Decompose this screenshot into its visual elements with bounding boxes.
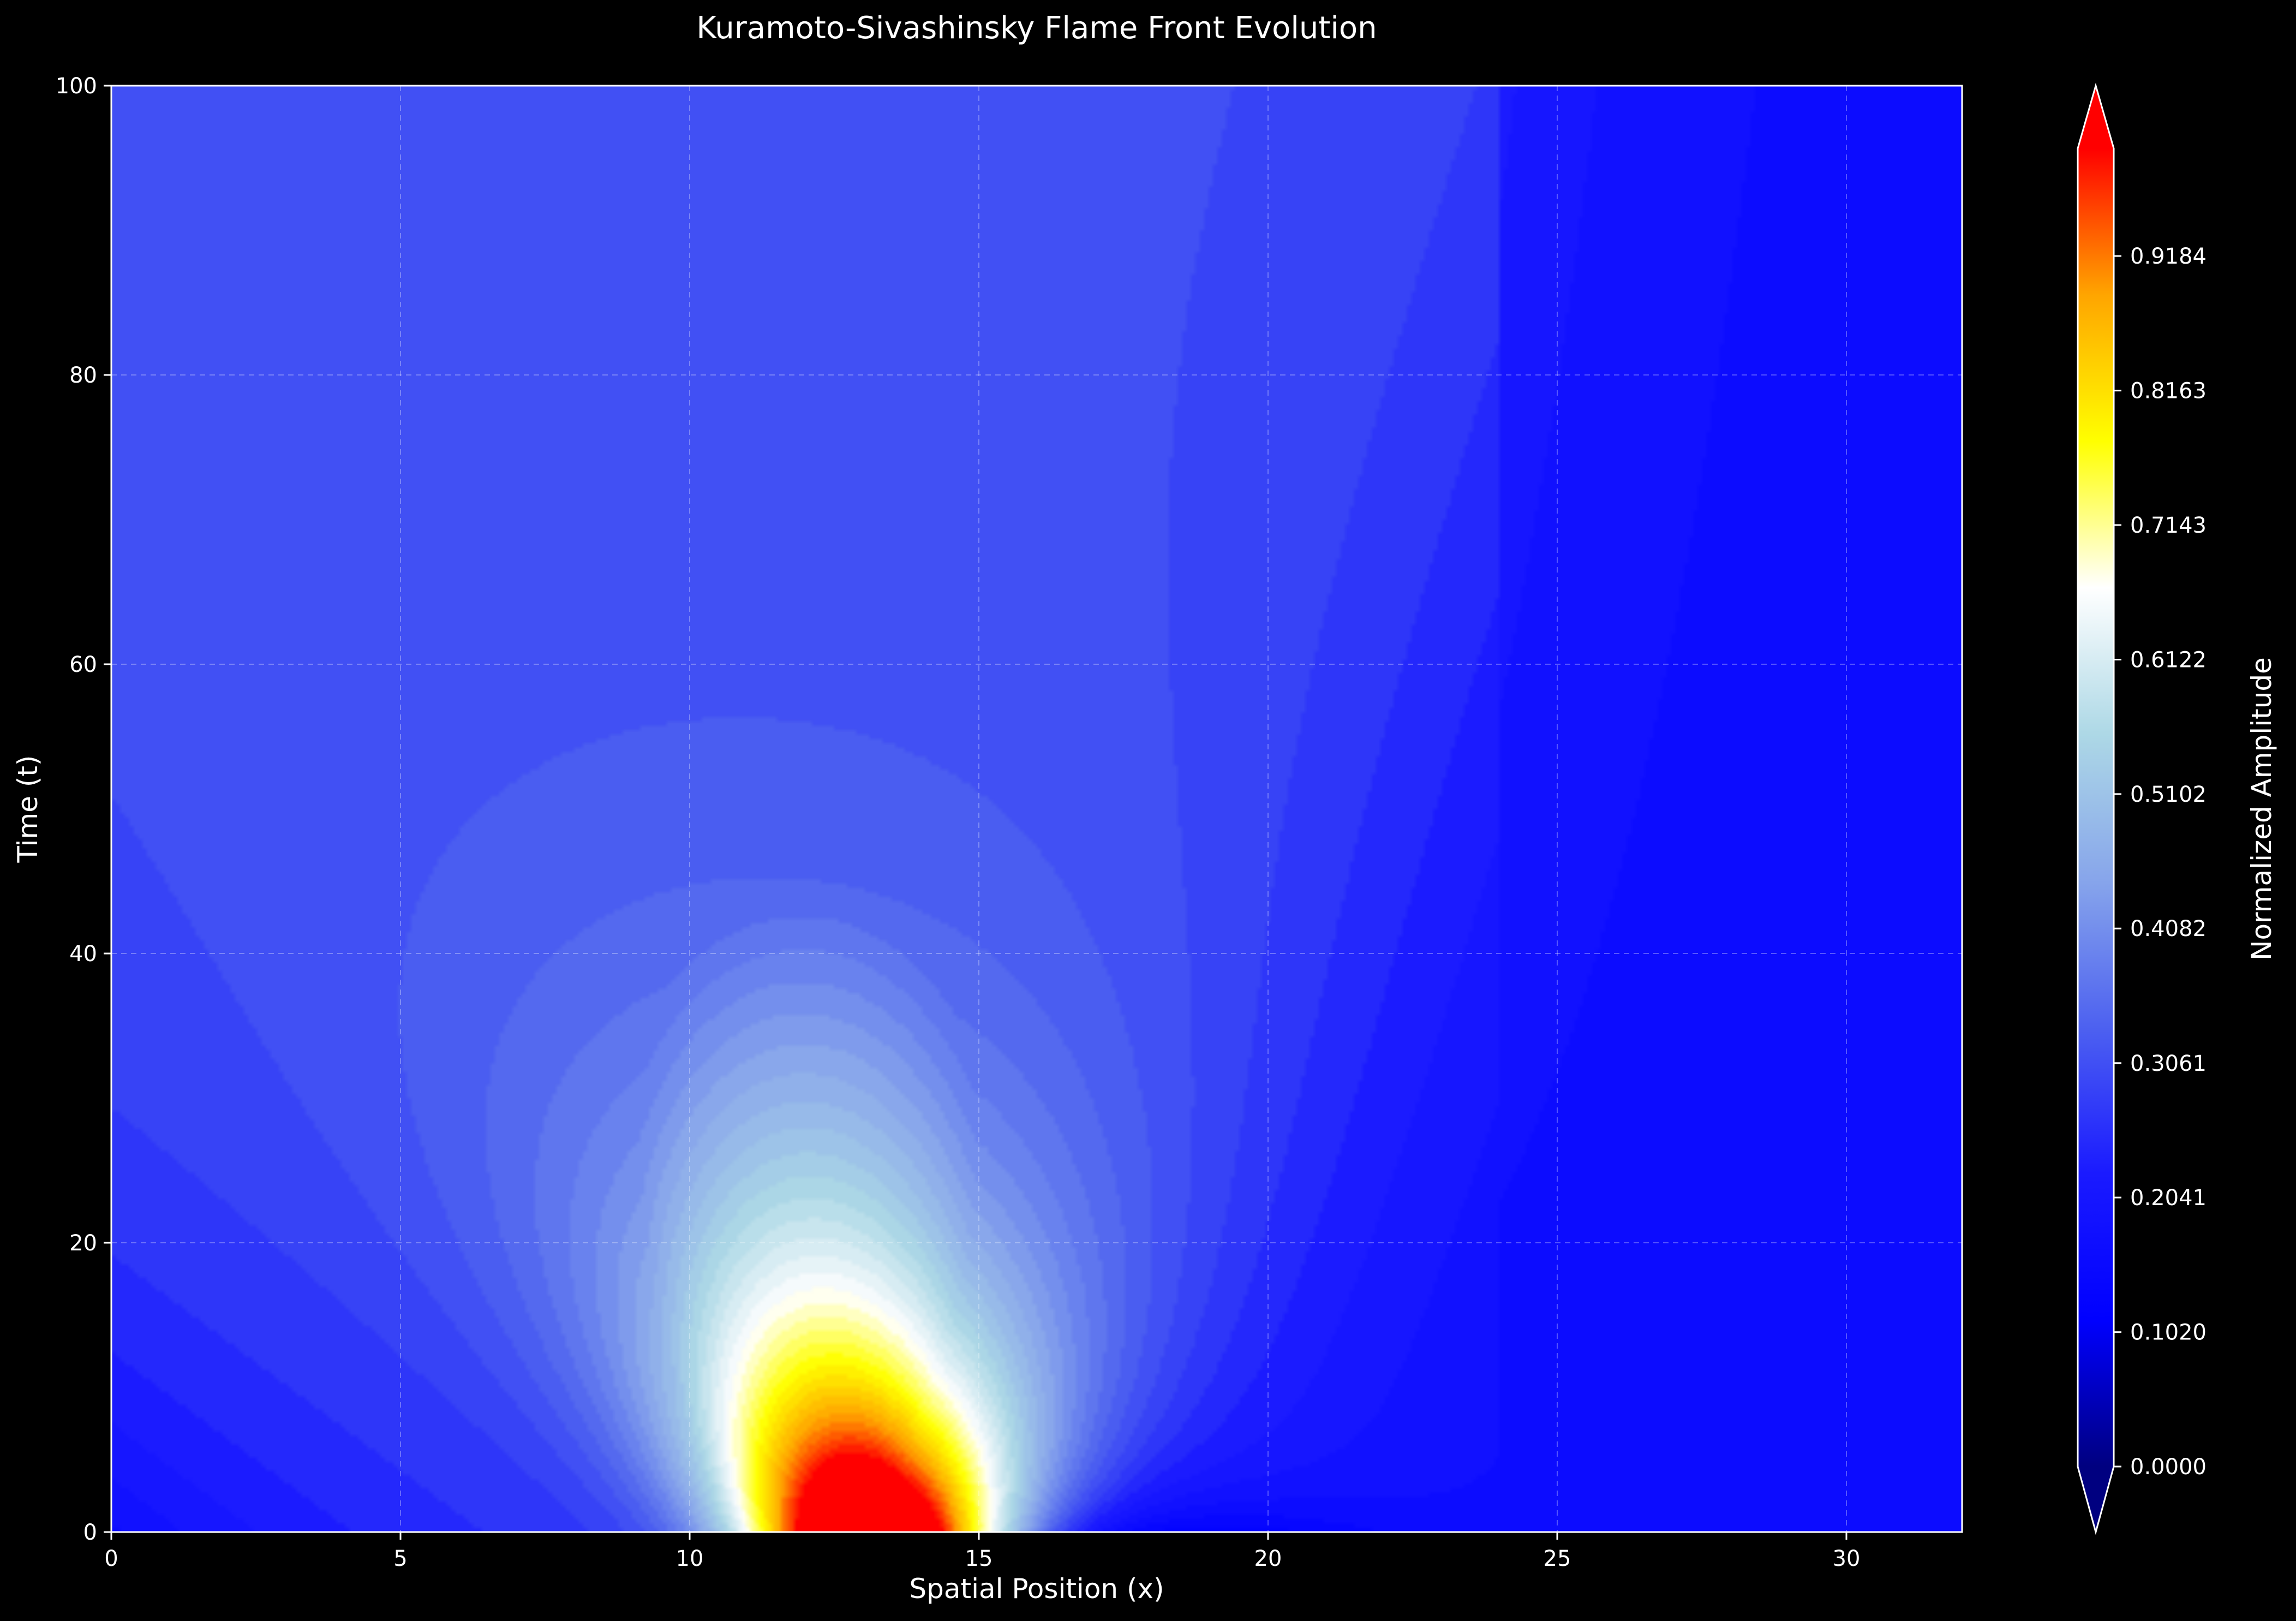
contour-field xyxy=(111,86,1962,1532)
colorbar-tick-label: 0.1020 xyxy=(2130,1320,2207,1345)
colorbar-extend-bottom xyxy=(2078,1467,2114,1532)
x-tick-label: 15 xyxy=(965,1546,993,1571)
y-axis: 0 20 40 60 80 100 xyxy=(56,74,111,1545)
chart-title: Kuramoto-Sivashinsky Flame Front Evoluti… xyxy=(696,10,1377,46)
colorbar-tick-label: 0.3061 xyxy=(2130,1051,2207,1076)
colorbar-label: Normalized Amplitude xyxy=(2246,657,2277,961)
colorbar-tick-label: 0.9184 xyxy=(2130,244,2207,269)
y-tick-label: 80 xyxy=(69,363,97,388)
colorbar-extend-top xyxy=(2078,86,2114,148)
x-tick-label: 30 xyxy=(1833,1546,1861,1571)
plot-frame xyxy=(110,85,1963,1533)
colorbar-tick-label: 0.0000 xyxy=(2130,1455,2207,1480)
colorbar-ticks: 0.0000 0.1020 0.2041 0.3061 0.4082 0.5102 0.61… xyxy=(2114,244,2207,1480)
x-tick-label: 10 xyxy=(676,1546,704,1571)
colorbar-tick-label: 0.5102 xyxy=(2130,782,2207,807)
colorbar-tick-label: 0.6122 xyxy=(2130,648,2207,673)
y-tick-label: 100 xyxy=(56,74,97,99)
y-tick-label: 0 xyxy=(83,1520,97,1545)
y-tick-label: 20 xyxy=(69,1231,97,1256)
x-tick-label: 20 xyxy=(1254,1546,1282,1571)
x-axis: 0 5 10 15 20 25 30 xyxy=(104,1532,1860,1571)
colorbar-frame xyxy=(2077,82,2115,1535)
x-axis-label: Spatial Position (x) xyxy=(909,1573,1164,1605)
y-axis-label: Time (t) xyxy=(12,755,44,863)
y-tick-label: 60 xyxy=(69,652,97,677)
colorbar-tick-label: 0.7143 xyxy=(2130,513,2207,538)
colorbar-gradient xyxy=(2078,148,2114,1467)
colorbar-tick-label: 0.2041 xyxy=(2130,1185,2207,1211)
x-tick-label: 0 xyxy=(104,1546,118,1571)
x-tick-label: 5 xyxy=(393,1546,407,1571)
colorbar-tick-label: 0.4082 xyxy=(2130,916,2207,941)
x-tick-label: 25 xyxy=(1544,1546,1571,1571)
colorbar-tick-label: 0.8163 xyxy=(2130,379,2207,404)
y-tick-label: 40 xyxy=(69,941,97,967)
plot-area xyxy=(110,85,1963,1533)
grid-lines xyxy=(111,86,1962,1532)
colorbar: 0.0000 0.1020 0.2041 0.3061 0.4082 0.5102 0.61… xyxy=(2077,82,2277,1535)
